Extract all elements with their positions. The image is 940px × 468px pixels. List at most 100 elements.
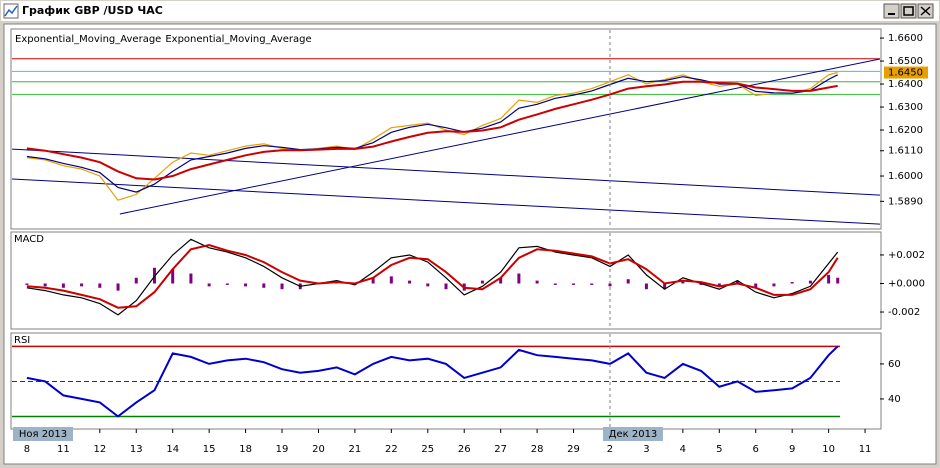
histogram-bar [189, 273, 193, 284]
x-tick-label: 20 [312, 444, 325, 455]
y-tick-label: 1.6200 [888, 125, 923, 136]
window-title: График GBP /USD ЧАС [22, 4, 163, 17]
x-tick-label: 8 [24, 444, 30, 455]
x-tick-label: 10 [822, 444, 835, 455]
y-tick-label: +0.000 [888, 278, 925, 289]
x-tick-label: 12 [93, 444, 106, 455]
y-tick-label: 1.5890 [888, 196, 923, 207]
period-box [602, 427, 663, 441]
histogram-bar [244, 283, 248, 287]
y-tick-label: 1.6600 [888, 33, 923, 44]
period-label: Ноя 2013 [19, 429, 67, 440]
series-line [26, 243, 839, 309]
x-tick-label: 21 [349, 444, 362, 455]
y-tick-label: 60 [888, 359, 901, 370]
histogram-bar [535, 280, 539, 284]
histogram-bar [207, 283, 211, 287]
panel-title: RSI [14, 335, 30, 346]
x-tick-label: 25 [421, 444, 434, 455]
x-tick-label: 11 [57, 444, 70, 455]
histogram-bar [717, 283, 721, 287]
histogram-bar [772, 283, 776, 287]
histogram-bar [43, 283, 47, 287]
histogram-bar [736, 280, 740, 284]
histogram-bar [572, 283, 576, 285]
panel-frame [10, 28, 882, 230]
legend-entry: Exponential_Moving_Average [165, 34, 311, 45]
x-tick-label: 18 [239, 444, 252, 455]
x-tick-label: 26 [458, 444, 471, 455]
trend-line [119, 58, 880, 215]
histogram-bar [553, 283, 557, 285]
y-tick-label: 40 [888, 394, 901, 405]
histogram-bar [134, 277, 138, 284]
y-tick-label: 1.6500 [888, 56, 923, 67]
x-tick-label: 15 [203, 444, 216, 455]
histogram-bar [590, 283, 594, 285]
period-label: Дек 2013 [609, 429, 658, 440]
histogram-bar [389, 276, 393, 284]
trend-line [12, 148, 880, 196]
histogram-bar [426, 283, 430, 287]
current-price-box [884, 66, 928, 79]
title-bar [1, 1, 939, 21]
x-tick-label: 28 [531, 444, 544, 455]
histogram-bar [790, 282, 794, 284]
trend-line [12, 178, 880, 225]
histogram-bar [61, 283, 65, 288]
histogram-bar [444, 283, 448, 290]
histogram-bar [280, 283, 284, 290]
histogram-bar [499, 277, 503, 284]
x-tick-label: 4 [680, 444, 686, 455]
histogram-bar [80, 283, 84, 287]
histogram-bar [808, 280, 812, 284]
histogram-bar [262, 283, 266, 288]
x-tick-label: 2 [607, 444, 613, 455]
minimize-button[interactable] [883, 3, 900, 19]
y-tick-label: 1.6000 [888, 171, 923, 182]
panel-title: MACD [14, 234, 44, 245]
x-tick-label: 13 [130, 444, 143, 455]
y-tick-label: -0.002 [888, 307, 920, 318]
panel-frame [10, 231, 882, 330]
histogram-bar [517, 273, 521, 284]
x-tick-label: 14 [166, 444, 179, 455]
window-icon [3, 3, 19, 19]
x-tick-label: 29 [567, 444, 580, 455]
legend-entry: Exponential_Moving_Average [15, 34, 161, 45]
histogram-bar [663, 283, 667, 290]
histogram-bar [225, 283, 229, 285]
histogram-bar [371, 277, 375, 284]
histogram-bar [608, 283, 612, 287]
histogram-bar [699, 283, 703, 285]
histogram-bar [408, 280, 412, 284]
close-button[interactable] [917, 3, 934, 19]
x-tick-label: 5 [716, 444, 722, 455]
period-box [13, 427, 73, 441]
histogram-bar [171, 269, 175, 284]
series-line [26, 238, 839, 316]
x-tick-label: 3 [643, 444, 649, 455]
x-tick-label: 9 [789, 444, 795, 455]
histogram-bar [827, 274, 831, 284]
histogram-bar [644, 283, 648, 290]
histogram-bar [25, 283, 29, 285]
x-tick-label: 22 [385, 444, 398, 455]
y-tick-label: +0.002 [888, 250, 925, 261]
x-tick-label: 6 [753, 444, 759, 455]
x-tick-label: 11 [859, 444, 872, 455]
series-line [26, 80, 838, 181]
histogram-bar [116, 283, 120, 291]
histogram-bar [681, 280, 685, 284]
histogram-bar [480, 280, 484, 284]
series-line [26, 345, 839, 418]
maximize-button[interactable] [900, 3, 917, 19]
histogram-bar [836, 277, 840, 284]
histogram-bar [626, 279, 630, 284]
histogram-bar [98, 283, 102, 288]
y-tick-label: 1.6110 [888, 146, 923, 157]
current-price-label: 1.6450 [888, 68, 923, 79]
y-tick-label: 1.6400 [888, 79, 923, 90]
